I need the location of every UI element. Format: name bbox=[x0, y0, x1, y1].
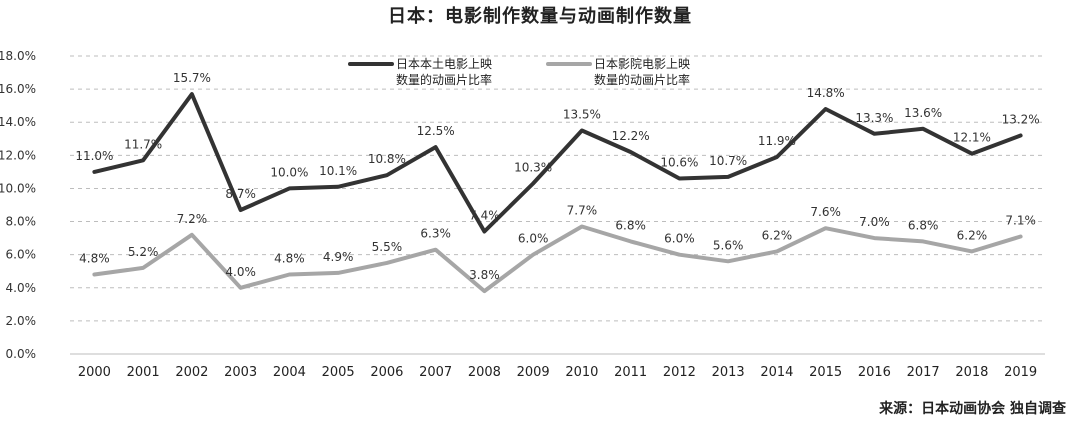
data-label: 8.7% bbox=[225, 187, 256, 201]
data-label: 6.0% bbox=[664, 232, 695, 246]
data-label: 4.9% bbox=[323, 250, 354, 264]
x-tick-label: 2007 bbox=[419, 365, 452, 380]
data-label: 7.0% bbox=[859, 215, 890, 229]
data-label: 7.4% bbox=[469, 208, 500, 222]
x-tick-label: 2006 bbox=[370, 365, 403, 380]
data-label: 10.8% bbox=[368, 152, 406, 166]
data-label: 4.8% bbox=[274, 252, 305, 266]
data-label: 13.6% bbox=[904, 106, 942, 120]
x-tick-label: 2008 bbox=[468, 365, 501, 380]
x-tick-label: 2012 bbox=[663, 365, 696, 380]
x-tick-label: 2016 bbox=[858, 365, 891, 380]
y-tick-label: 16.0% bbox=[0, 82, 36, 96]
data-label: 4.0% bbox=[225, 265, 256, 279]
data-label: 6.0% bbox=[518, 232, 549, 246]
legend-label: 数量的动画片比率 bbox=[396, 72, 492, 87]
data-label: 11.0% bbox=[75, 149, 113, 163]
data-label: 5.5% bbox=[372, 240, 403, 254]
x-tick-label: 2002 bbox=[175, 365, 208, 380]
legend-label: 日本本土电影上映 bbox=[396, 57, 492, 71]
data-label: 12.2% bbox=[612, 129, 650, 143]
data-label: 7.7% bbox=[567, 204, 598, 218]
y-tick-label: 2.0% bbox=[6, 314, 37, 328]
x-tick-label: 2003 bbox=[224, 365, 257, 380]
data-label: 7.2% bbox=[177, 212, 208, 226]
data-label: 7.1% bbox=[1005, 213, 1036, 227]
x-tick-label: 2009 bbox=[517, 365, 550, 380]
x-tick-label: 2014 bbox=[760, 365, 793, 380]
series-line-cinema bbox=[92, 224, 1023, 294]
data-label: 13.5% bbox=[563, 108, 601, 122]
data-label: 12.1% bbox=[953, 131, 991, 145]
data-label: 6.2% bbox=[957, 228, 988, 242]
data-label: 6.2% bbox=[762, 228, 793, 242]
x-tick-label: 2005 bbox=[322, 365, 355, 380]
x-tick-label: 2019 bbox=[1004, 365, 1037, 380]
data-label: 13.2% bbox=[1002, 112, 1040, 126]
data-label: 6.8% bbox=[908, 218, 939, 232]
y-tick-label: 0.0% bbox=[6, 347, 37, 361]
y-tick-label: 6.0% bbox=[6, 248, 37, 262]
data-label: 10.7% bbox=[709, 154, 747, 168]
x-tick-label: 2015 bbox=[809, 365, 842, 380]
data-label: 15.7% bbox=[173, 71, 211, 85]
data-label: 4.8% bbox=[79, 252, 110, 266]
data-label: 10.3% bbox=[514, 160, 552, 174]
x-tick-label: 2018 bbox=[955, 365, 988, 380]
y-tick-label: 12.0% bbox=[0, 148, 36, 162]
y-tick-label: 4.0% bbox=[6, 281, 37, 295]
x-tick-label: 2004 bbox=[273, 365, 306, 380]
data-label: 6.3% bbox=[420, 227, 451, 241]
data-label: 10.0% bbox=[270, 165, 308, 179]
chart-title: 日本：电影制作数量与动画制作数量 bbox=[388, 6, 692, 27]
data-label: 13.3% bbox=[855, 111, 893, 125]
data-label: 3.8% bbox=[469, 268, 500, 282]
x-axis-ticks: 2000 2001 2002 2003 2004 2005 2006 2007 2008 2009… bbox=[78, 365, 1037, 380]
gridlines bbox=[70, 55, 1045, 355]
y-tick-label: 8.0% bbox=[6, 215, 37, 229]
x-tick-label: 2010 bbox=[565, 365, 598, 380]
data-label: 7.6% bbox=[810, 205, 841, 219]
data-label: 12.5% bbox=[417, 124, 455, 138]
data-label: 10.1% bbox=[319, 164, 357, 178]
x-tick-label: 2013 bbox=[712, 365, 745, 380]
data-label: 11.9% bbox=[758, 134, 796, 148]
data-label: 6.8% bbox=[615, 218, 646, 232]
data-label: 5.2% bbox=[128, 245, 159, 259]
series-lines bbox=[92, 92, 1023, 294]
data-label: 11.7% bbox=[124, 137, 162, 151]
y-axis-ticks: 0.0% 2.0% 4.0% 6.0% 8.0% 10.0% 12.0% 14.0% 16.0%… bbox=[0, 49, 36, 361]
y-tick-label: 14.0% bbox=[0, 115, 36, 129]
legend-label: 日本影院电影上映 bbox=[594, 57, 690, 71]
y-tick-label: 18.0% bbox=[0, 49, 36, 63]
data-labels: 11.0% 11.7% 15.7% 8.7% 10.0% 10.1% 10.8% 12.5% 7… bbox=[75, 71, 1039, 282]
legend-label: 数量的动画片比率 bbox=[594, 72, 690, 87]
data-label: 14.8% bbox=[807, 86, 845, 100]
source-note: 来源：日本动画协会 独自调查 bbox=[879, 401, 1066, 417]
x-tick-label: 2001 bbox=[127, 365, 160, 380]
x-tick-label: 2017 bbox=[907, 365, 940, 380]
data-label: 5.6% bbox=[713, 238, 744, 252]
x-tick-label: 2000 bbox=[78, 365, 111, 380]
x-tick-label: 2011 bbox=[614, 365, 647, 380]
series-line-domestic bbox=[92, 92, 1023, 234]
data-label: 10.6% bbox=[660, 156, 698, 170]
y-tick-label: 10.0% bbox=[0, 181, 36, 195]
